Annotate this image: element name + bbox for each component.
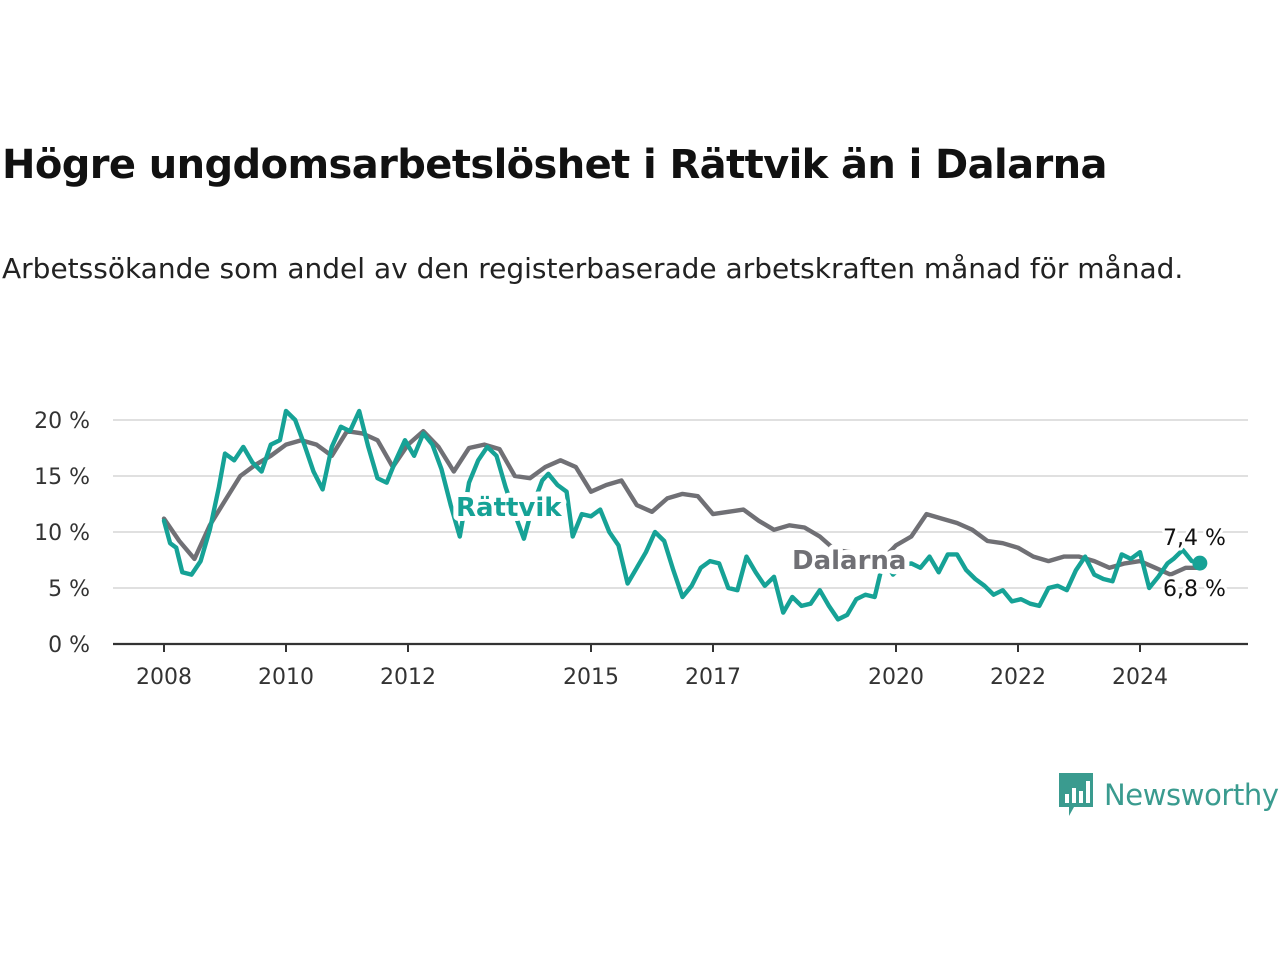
x-tick-label: 2017 (685, 665, 741, 690)
gridlines: 0 % 5 % 10 % 15 % 20 % (34, 409, 1248, 658)
y-tick-label: 5 % (48, 577, 90, 602)
line-chart: 0 %5 %10 %15 %20 % 2008 2010 2012 2015 2017 2… (34, 408, 1248, 690)
x-tick-label: 2010 (258, 665, 314, 690)
brand-name: Newsworthy (1104, 778, 1279, 812)
x-tick-label: 2024 (1112, 665, 1168, 690)
x-tick-label: 2022 (990, 665, 1046, 690)
end-label-dalarna: 6,8 % (1163, 577, 1226, 602)
end-label-rattvik: 7,4 % (1163, 526, 1226, 551)
series-lines (161, 408, 1208, 622)
chart-title: Högre ungdomsarbetslöshet i Rättvik än i… (2, 142, 1108, 188)
series-label-rattvik: Rättvik (456, 493, 562, 523)
y-tick-label: 20 % (34, 409, 90, 434)
x-tick-label: 2015 (563, 665, 619, 690)
y-tick-label: 15 % (34, 465, 90, 490)
series-line-dalarna (161, 429, 1204, 577)
x-tick-label: 2008 (136, 665, 192, 690)
series-line-rattvik (161, 408, 1194, 622)
y-tick-label: 0 % (48, 633, 90, 658)
chart-subtitle: Arbetssökande som andel av den registerb… (2, 252, 1184, 285)
y-tick-label: 10 % (34, 521, 90, 546)
x-tick-label: 2020 (868, 665, 924, 690)
labels: Rättvik Dalarna 7,4 % 6,8 % (451, 488, 1229, 605)
x-axis: 2008 2010 2012 2015 2017 2020 2022 2024 (113, 642, 1248, 690)
chart-bubble-icon (1059, 773, 1093, 816)
brand-logo: Newsworthy (1058, 772, 1279, 818)
x-tick-label: 2012 (380, 665, 436, 690)
end-point-marker-rattvik (1192, 555, 1208, 571)
series-label-dalarna: Dalarna (792, 546, 906, 576)
